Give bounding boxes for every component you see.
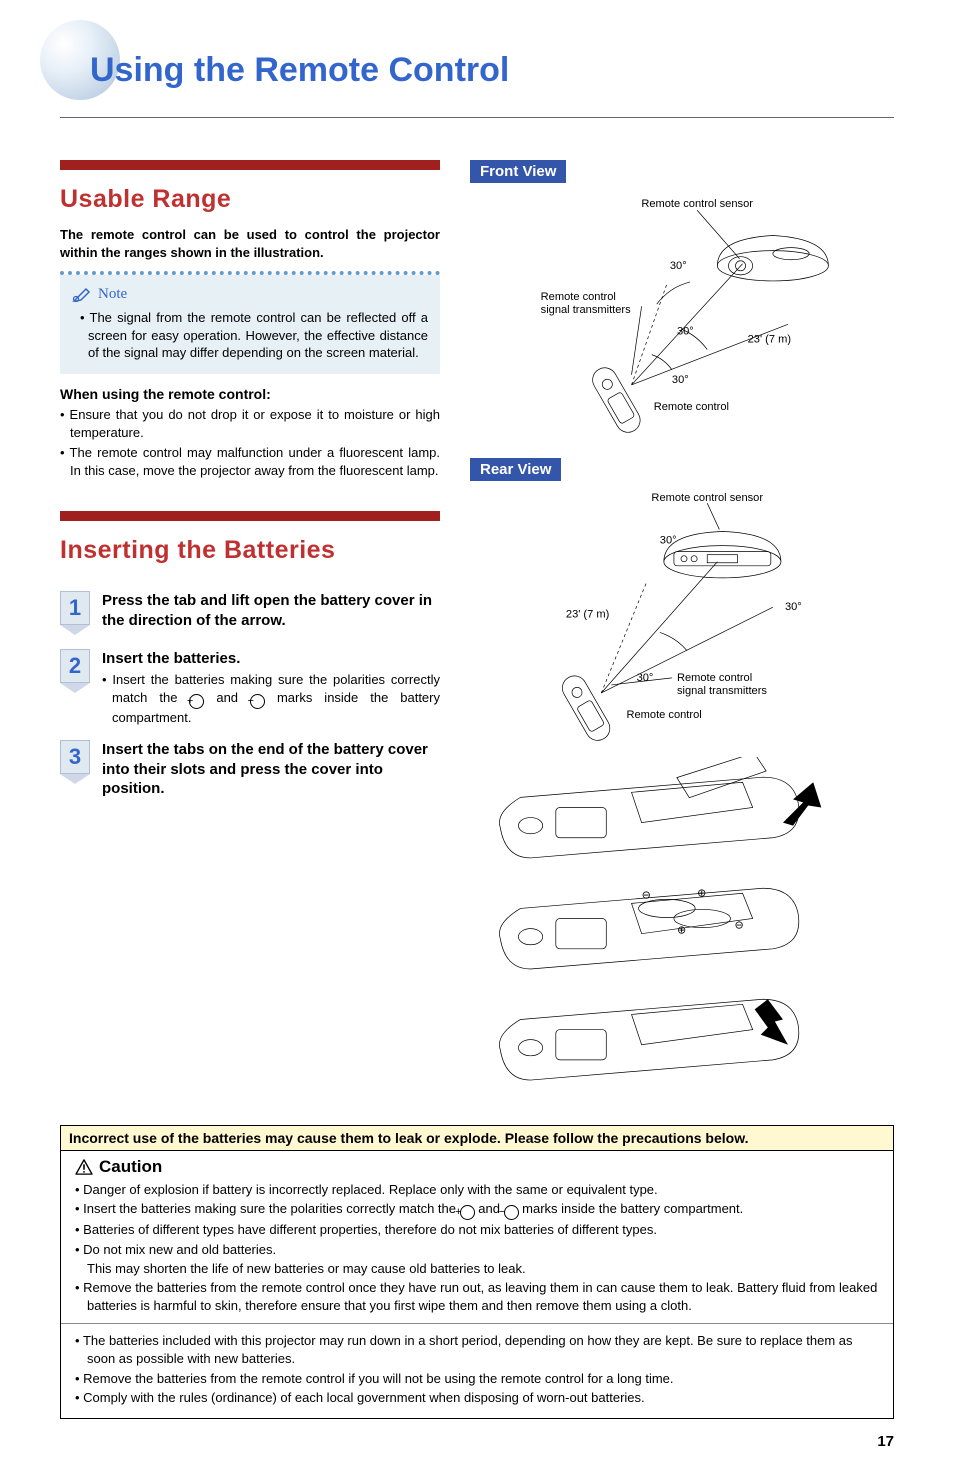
page-title: Using the Remote Control [90, 51, 509, 90]
svg-text:30°: 30° [672, 374, 689, 386]
section-bar [60, 511, 440, 521]
title-underline [60, 117, 894, 118]
caution-item: Comply with the rules (ordinance) of eac… [75, 1389, 879, 1407]
note-list: The signal from the remote control can b… [72, 309, 428, 362]
caution-box: Incorrect use of the batteries may cause… [60, 1125, 894, 1419]
step-3: 3 Insert the tabs on the end of the batt… [60, 740, 440, 799]
step-title: Press the tab and lift open the battery … [102, 591, 440, 630]
svg-text:signal transmitters: signal transmitters [541, 304, 631, 316]
svg-text:23' (7 m): 23' (7 m) [748, 334, 791, 346]
caution-item: Batteries of different types have differ… [75, 1221, 879, 1239]
usable-range-heading: Usable Range [60, 185, 440, 214]
caution-list-1: Danger of explosion if battery is incorr… [75, 1181, 879, 1315]
svg-text:Remote control: Remote control [626, 710, 701, 722]
caution-item: This may shorten the life of new batteri… [75, 1260, 879, 1278]
when-using-heading: When using the remote control: [60, 386, 440, 402]
usable-range-intro: The remote control can be used to contro… [60, 226, 440, 261]
svg-text:⊕: ⊕ [697, 887, 706, 899]
step-sub: Insert the batteries making sure the pol… [102, 671, 440, 726]
caution-item: Insert the batteries making sure the pol… [75, 1200, 879, 1220]
bullet-item: The remote control may malfunction under… [60, 444, 440, 480]
svg-text:⊕: ⊕ [677, 925, 686, 937]
caution-separator [61, 1323, 893, 1324]
caution-list-2: The batteries included with this project… [75, 1332, 879, 1407]
step-2: 2 Insert the batteries. Insert the batte… [60, 649, 440, 726]
page-number: 17 [60, 1433, 894, 1450]
svg-text:30°: 30° [637, 672, 654, 684]
minus-icon: − [250, 694, 265, 709]
warning-icon [75, 1159, 93, 1175]
front-view-diagram: Remote control sensor 30° 30° 30° 23' (7… [470, 183, 894, 445]
step-number: 2 [60, 649, 90, 683]
caution-item: Remove the batteries from the remote con… [75, 1370, 879, 1388]
note-label: Note [98, 286, 127, 303]
caution-item: The batteries included with this project… [75, 1332, 879, 1368]
bullet-item: Ensure that you do not drop it or expose… [60, 406, 440, 442]
note-pencil-icon [72, 285, 94, 303]
step-number: 1 [60, 591, 90, 625]
usable-range-bullets: Ensure that you do not drop it or expose… [60, 406, 440, 480]
svg-text:⊖: ⊖ [734, 920, 743, 932]
svg-text:Remote control sensor: Remote control sensor [641, 198, 753, 210]
caution-item: Do not mix new and old batteries. [75, 1241, 879, 1259]
rear-view-label: Rear View [470, 458, 561, 481]
note-box: Note The signal from the remote control … [60, 275, 440, 374]
plus-icon: + [189, 694, 204, 709]
battery-diagram: ⊖ ⊕ ⊕ ⊖ [470, 757, 894, 1100]
svg-text:30°: 30° [677, 325, 694, 337]
caution-header: Incorrect use of the batteries may cause… [61, 1126, 893, 1151]
svg-text:30°: 30° [785, 602, 802, 614]
svg-text:Remote control: Remote control [677, 672, 752, 684]
step-number: 3 [60, 740, 90, 774]
note-item: The signal from the remote control can b… [80, 309, 428, 362]
inserting-heading: Inserting the Batteries [60, 536, 440, 565]
caution-item: Remove the batteries from the remote con… [75, 1279, 879, 1315]
svg-text:30°: 30° [660, 535, 677, 547]
svg-text:Remote control: Remote control [541, 291, 616, 303]
svg-text:signal transmitters: signal transmitters [677, 685, 767, 697]
svg-text:Remote control: Remote control [654, 401, 729, 413]
caution-title: Caution [99, 1157, 162, 1177]
front-view-label: Front View [470, 160, 566, 183]
step-title: Insert the batteries. [102, 649, 440, 669]
step-title: Insert the tabs on the end of the batter… [102, 740, 440, 799]
step-1: 1 Press the tab and lift open the batter… [60, 591, 440, 635]
page-title-block: Using the Remote Control [60, 30, 894, 110]
svg-text:⊖: ⊖ [642, 889, 651, 901]
caution-item: Danger of explosion if battery is incorr… [75, 1181, 879, 1199]
rear-view-diagram: Remote control sensor 30° 30° 30° 23' (7… [470, 481, 894, 743]
svg-text:Remote control sensor: Remote control sensor [651, 493, 763, 505]
svg-text:23' (7 m): 23' (7 m) [566, 609, 609, 621]
svg-text:30°: 30° [670, 260, 687, 272]
section-bar [60, 160, 440, 170]
